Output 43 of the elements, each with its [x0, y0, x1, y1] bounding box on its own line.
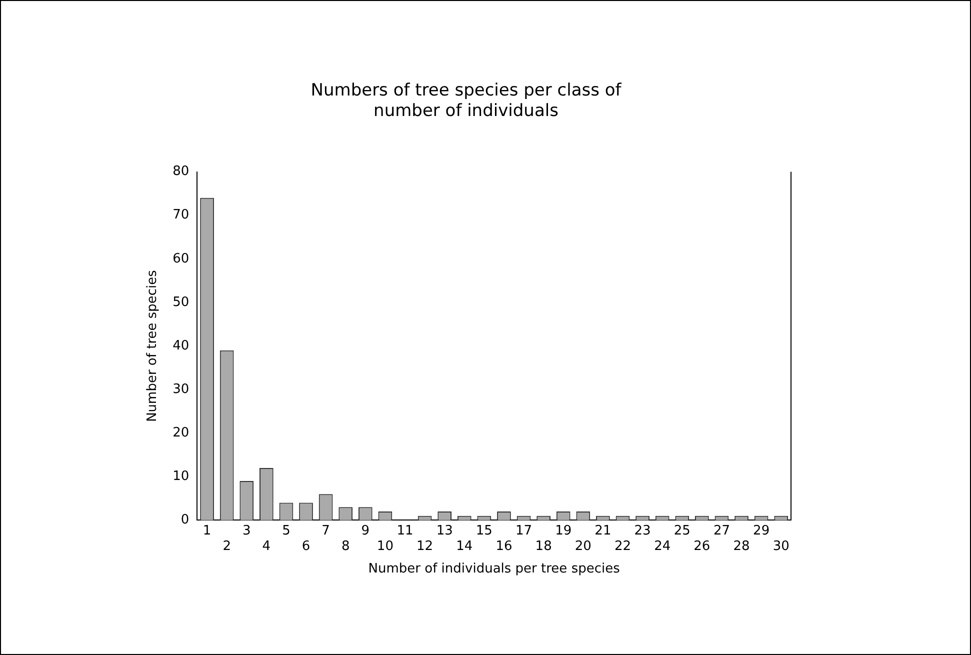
x-axis-title: Number of individuals per tree species — [368, 562, 620, 577]
x-tick-label: 10 — [376, 538, 394, 554]
y-tick-label: 20 — [172, 425, 190, 440]
x-tick-label: 14 — [456, 538, 473, 554]
x-tick-label: 19 — [555, 523, 572, 538]
y-tick-label: 10 — [172, 469, 190, 484]
x-tick-label: 4 — [262, 538, 271, 554]
x-tick-label: 25 — [674, 523, 690, 538]
x-tick-label: 8 — [341, 538, 350, 554]
y-tick-label: 50 — [172, 294, 190, 310]
y-axis-title: Number of tree species — [145, 270, 160, 422]
x-tick-label: 1 — [202, 523, 212, 538]
x-tick-label: 21 — [594, 523, 612, 538]
x-tick-label: 24 — [654, 538, 671, 554]
x-tick-label: 12 — [416, 538, 434, 554]
x-tick-label: 5 — [282, 523, 290, 538]
x-tick-label: 29 — [753, 523, 770, 538]
x-tick-label: 15 — [476, 523, 492, 538]
x-tick-label: 20 — [574, 538, 592, 554]
x-tick-label: 17 — [515, 523, 532, 538]
x-tick-label: 16 — [496, 538, 512, 554]
y-tick-label: 40 — [172, 338, 190, 354]
x-tick-label: 23 — [634, 523, 651, 538]
x-tick-label: 28 — [733, 538, 750, 554]
y-tick-label: 60 — [172, 251, 190, 266]
x-tick-label: 11 — [396, 523, 414, 538]
x-tick-label: 27 — [713, 523, 730, 538]
y-tick-label: 30 — [172, 382, 190, 397]
x-tick-label: 18 — [535, 538, 552, 554]
x-tick-label: 9 — [361, 523, 370, 538]
text: Numbers of tree species per class of — [310, 80, 622, 101]
x-tick-label: 26 — [694, 538, 710, 554]
x-tick-label: 3 — [242, 523, 251, 538]
y-tick-label: 0 — [180, 512, 190, 528]
y-tick-label: 80 — [172, 164, 190, 180]
x-tick-label: 30 — [772, 538, 790, 554]
x-tick-label: 2 — [222, 538, 231, 554]
x-tick-label: 22 — [614, 538, 632, 554]
text: number of individuals — [374, 101, 558, 122]
x-tick-label: 7 — [322, 523, 330, 538]
x-tick-label: 6 — [302, 538, 310, 554]
y-tick-label: 70 — [172, 208, 190, 223]
x-tick-label: 13 — [436, 523, 453, 538]
